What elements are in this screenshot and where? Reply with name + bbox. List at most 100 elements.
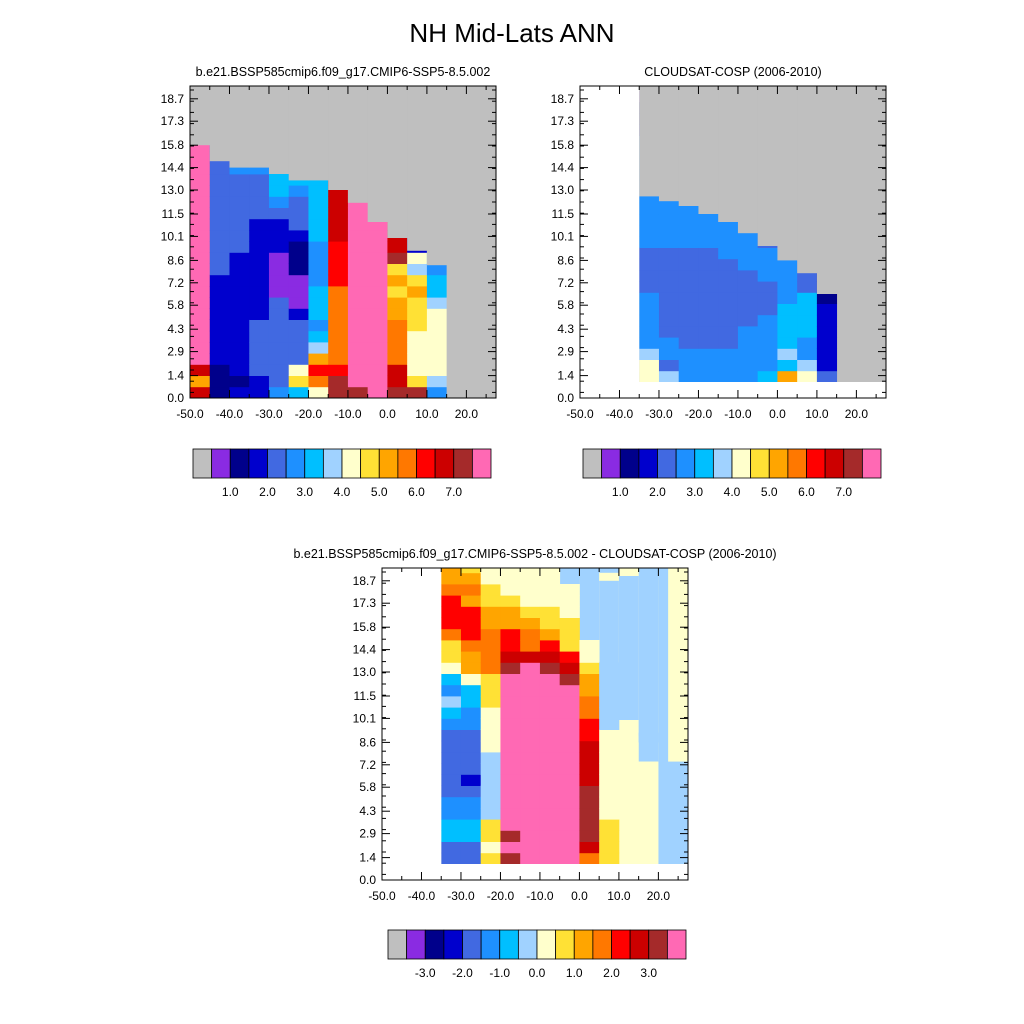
heat-cell: [520, 808, 541, 820]
x-tick-label: 20.0: [455, 407, 479, 421]
heat-cell: [328, 286, 349, 298]
heat-cell: [347, 342, 369, 354]
colorbar-swatch: [619, 448, 640, 479]
heat-cell: [797, 270, 818, 282]
colorbar-swatch: [731, 448, 752, 479]
heat-cell: [308, 230, 329, 242]
colorbar-swatch: [229, 448, 250, 479]
heat-cell: [288, 196, 309, 208]
heat-cell: [460, 628, 482, 641]
heat-cell: [579, 740, 600, 753]
heat-cell: [441, 752, 462, 764]
heat-cell: [288, 274, 309, 287]
x-tick-label: -50.0: [176, 407, 204, 421]
missing-region: [797, 86, 818, 274]
heat-cell: [599, 852, 620, 865]
heat-cell: [658, 337, 680, 349]
y-tick-label: 14.4: [353, 643, 377, 657]
colorbar-swatch: [694, 448, 714, 479]
colorbar-label: 7.0: [835, 485, 852, 499]
heat-cell: [209, 196, 230, 208]
heat-cell: [367, 353, 388, 365]
heat-cell: [500, 707, 521, 719]
heat-region: [618, 568, 639, 576]
heat-cell: [539, 785, 561, 798]
heat-cell: [249, 263, 270, 276]
heat-cell: [407, 308, 428, 320]
x-tick-label: -20.0: [487, 889, 515, 903]
heat-cell: [308, 297, 329, 309]
heat-cell: [579, 662, 600, 674]
heat-cell: [407, 342, 428, 354]
heat-cell: [737, 281, 759, 293]
heat-cell: [678, 370, 699, 383]
heat-cell: [328, 274, 349, 287]
heat-cell: [367, 218, 388, 231]
y-tick-label: 14.4: [161, 161, 185, 175]
heat-cell: [480, 662, 501, 674]
heat-cell: [599, 662, 620, 674]
heat-cell: [460, 796, 482, 809]
heat-cell: [288, 230, 309, 242]
heat-cell: [288, 286, 309, 298]
heat-cell: [816, 337, 838, 349]
heat-cell: [460, 729, 482, 742]
colorbar-swatch: [397, 448, 417, 479]
heat-cell: [347, 274, 369, 287]
heat-cell: [658, 225, 680, 237]
colorbar-swatch: [471, 448, 492, 479]
heat-cell: [718, 348, 739, 360]
y-tick-label: 8.6: [359, 735, 376, 749]
x-tick-label: 20.0: [845, 407, 869, 421]
colorbar-swatch: [424, 929, 445, 960]
heat-cell: [407, 252, 428, 264]
missing-region: [328, 86, 349, 190]
heat-cell: [441, 763, 462, 775]
y-tick-label: 1.4: [557, 369, 574, 383]
heat-cell: [579, 707, 600, 719]
heat-cell: [249, 386, 270, 398]
heat-cell: [209, 230, 230, 242]
heat-cell: [441, 718, 462, 730]
heat-cell: [460, 662, 482, 674]
y-tick-label: 1.4: [167, 369, 184, 383]
y-tick-label: 17.3: [551, 114, 575, 128]
heat-cell: [249, 218, 270, 231]
heat-cell: [480, 819, 501, 831]
heat-cell: [229, 174, 250, 186]
heat-cell: [520, 707, 541, 719]
colorbar-swatch: [360, 448, 380, 479]
heat-cell: [426, 319, 448, 332]
colorbar-label: 6.0: [408, 485, 425, 499]
y-tick-label: 15.8: [161, 138, 185, 152]
y-tick-label: 15.8: [551, 138, 575, 152]
colorbar-swatch: [555, 929, 575, 960]
heat-cell: [639, 191, 660, 204]
heat-cell: [387, 308, 408, 320]
heat-cell: [539, 852, 561, 865]
heat-cell: [441, 740, 462, 753]
heat-cell: [500, 819, 521, 831]
heat-cell: [460, 707, 482, 719]
colorbar-label: 2.0: [649, 485, 666, 499]
heat-cell: [678, 236, 699, 248]
heat-cell: [367, 364, 388, 376]
heat-cell: [579, 651, 600, 663]
heat-cell: [559, 684, 580, 697]
heat-cell: [387, 342, 408, 354]
heat-cell: [480, 606, 501, 618]
y-tick-label: 5.8: [167, 298, 184, 312]
heat-cell: [387, 386, 408, 398]
heat-cell: [407, 297, 428, 309]
heat-cell: [797, 292, 818, 304]
heat-cell: [757, 270, 778, 282]
heat-cell: [480, 729, 501, 742]
y-tick-label: 5.8: [359, 780, 376, 794]
heat-cell: [539, 628, 561, 641]
colorbar-label: 5.0: [761, 485, 778, 499]
x-tick-label: -40.0: [408, 889, 436, 903]
heat-cell: [460, 819, 482, 831]
heat-cell: [559, 617, 580, 630]
y-tick-label: 13.0: [353, 665, 377, 679]
heat-cell: [757, 359, 778, 372]
